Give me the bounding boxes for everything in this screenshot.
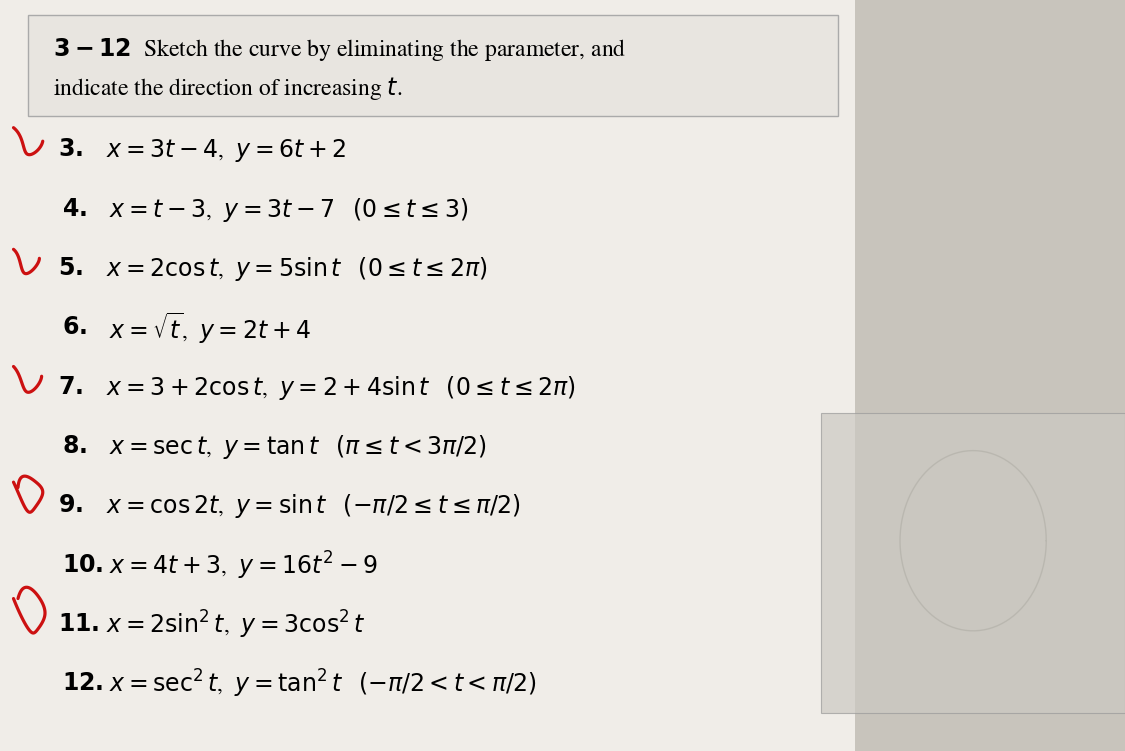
Text: $x = \sec t$,  $y = \tan t$   $(\pi \leq t < 3\pi/2)$: $x = \sec t$, $y = \tan t$ $(\pi \leq t …: [109, 433, 487, 461]
Text: $\mathbf{5.}$: $\mathbf{5.}$: [58, 258, 83, 280]
FancyBboxPatch shape: [821, 413, 1125, 713]
Text: $x = 3t - 4$,  $y = 6t + 2$: $x = 3t - 4$, $y = 6t + 2$: [106, 137, 346, 164]
Text: $\mathbf{11.}$: $\mathbf{11.}$: [58, 614, 100, 636]
Text: $\mathbf{4.}$: $\mathbf{4.}$: [62, 198, 87, 221]
Text: $\mathbf{3-12}$  Sketch the curve by eliminating the parameter, and: $\mathbf{3-12}$ Sketch the curve by elim…: [53, 36, 627, 63]
Text: indicate the direction of increasing $t$.: indicate the direction of increasing $t$…: [53, 75, 403, 102]
Text: $x = \sqrt{t}$,  $y = 2t + 4$: $x = \sqrt{t}$, $y = 2t + 4$: [109, 310, 312, 346]
Text: $x = \cos 2t$,  $y = \sin t$   $(-\pi/2 \leq t \leq \pi/2)$: $x = \cos 2t$, $y = \sin t$ $(-\pi/2 \le…: [106, 492, 521, 520]
Text: $x = \sec^2 t$,  $y = \tan^2 t$   $(-\pi/2 < t < \pi/2)$: $x = \sec^2 t$, $y = \tan^2 t$ $(-\pi/2 …: [109, 668, 537, 700]
Text: $\mathbf{6.}$: $\mathbf{6.}$: [62, 317, 87, 339]
Text: $x = t - 3$,  $y = 3t - 7$   $(0 \leq t \leq 3)$: $x = t - 3$, $y = 3t - 7$ $(0 \leq t \le…: [109, 195, 468, 224]
Text: $\mathbf{3.}$: $\mathbf{3.}$: [58, 139, 83, 161]
Text: $\mathbf{8.}$: $\mathbf{8.}$: [62, 436, 87, 458]
Text: $x = 2\sin^2 t$,  $y = 3\cos^2 t$: $x = 2\sin^2 t$, $y = 3\cos^2 t$: [106, 609, 366, 641]
Text: $x = 3 + 2\cos t$,  $y = 2 + 4\sin t$   $(0 \leq t \leq 2\pi)$: $x = 3 + 2\cos t$, $y = 2 + 4\sin t$ $(0…: [106, 373, 576, 402]
Text: $\mathbf{10.}$: $\mathbf{10.}$: [62, 554, 104, 577]
Text: $x = 4t + 3$,  $y = 16t^2 - 9$: $x = 4t + 3$, $y = 16t^2 - 9$: [109, 550, 378, 581]
Text: $\mathbf{7.}$: $\mathbf{7.}$: [58, 376, 83, 399]
FancyBboxPatch shape: [28, 15, 838, 116]
Text: $\mathbf{12.}$: $\mathbf{12.}$: [62, 673, 104, 695]
Text: $x = 2\cos t$,  $y = 5\sin t$   $(0 \leq t \leq 2\pi)$: $x = 2\cos t$, $y = 5\sin t$ $(0 \leq t …: [106, 255, 487, 283]
Text: $\mathbf{9.}$: $\mathbf{9.}$: [58, 495, 83, 517]
FancyBboxPatch shape: [0, 0, 855, 751]
